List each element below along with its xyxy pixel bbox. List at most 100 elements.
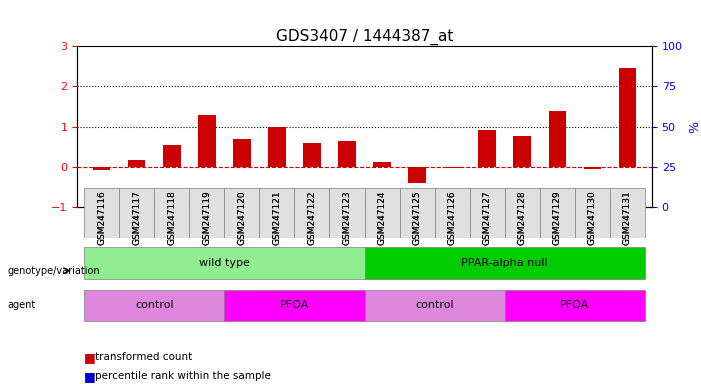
Text: GSM247116: GSM247116 <box>97 191 106 245</box>
Bar <box>268 127 286 167</box>
FancyBboxPatch shape <box>365 290 505 321</box>
Text: control: control <box>135 300 174 310</box>
Bar <box>128 160 146 167</box>
Text: GSM247118: GSM247118 <box>168 191 176 245</box>
FancyBboxPatch shape <box>84 248 365 279</box>
Text: GSM247130: GSM247130 <box>588 191 597 245</box>
Text: percentile rank within the sample: percentile rank within the sample <box>95 371 271 381</box>
FancyBboxPatch shape <box>294 188 329 238</box>
Text: PFOA: PFOA <box>560 300 590 310</box>
FancyBboxPatch shape <box>189 188 224 238</box>
Text: GSM247118: GSM247118 <box>168 191 176 245</box>
Bar <box>409 167 426 183</box>
Text: GSM247131: GSM247131 <box>623 191 632 245</box>
FancyBboxPatch shape <box>329 188 365 238</box>
Text: PFOA: PFOA <box>280 300 309 310</box>
FancyBboxPatch shape <box>224 290 365 321</box>
FancyBboxPatch shape <box>435 188 470 238</box>
Text: GSM247125: GSM247125 <box>413 191 421 245</box>
Point <box>587 204 598 210</box>
Bar <box>93 167 111 170</box>
FancyBboxPatch shape <box>84 188 119 238</box>
Text: GSM247122: GSM247122 <box>308 191 316 245</box>
Text: GSM247123: GSM247123 <box>343 191 351 245</box>
Bar <box>444 167 461 168</box>
Bar <box>584 167 601 169</box>
FancyBboxPatch shape <box>575 188 610 238</box>
Y-axis label: %: % <box>688 121 701 133</box>
Text: GSM247121: GSM247121 <box>273 191 281 245</box>
Text: GSM247128: GSM247128 <box>518 191 526 245</box>
FancyBboxPatch shape <box>84 290 224 321</box>
FancyBboxPatch shape <box>365 188 400 238</box>
Text: control: control <box>415 300 454 310</box>
Point <box>622 201 633 207</box>
FancyBboxPatch shape <box>470 188 505 238</box>
Text: GSM247129: GSM247129 <box>553 191 562 245</box>
Point <box>166 203 177 209</box>
Point <box>376 204 388 210</box>
Point <box>271 202 283 209</box>
Text: GSM247131: GSM247131 <box>623 191 632 245</box>
Text: GSM247124: GSM247124 <box>378 191 386 245</box>
Point <box>341 203 353 209</box>
Bar <box>514 136 531 167</box>
Text: transformed count: transformed count <box>95 352 192 362</box>
Point <box>201 202 212 208</box>
Text: GSM247127: GSM247127 <box>483 191 491 245</box>
Text: GSM247130: GSM247130 <box>588 191 597 245</box>
Point <box>447 204 458 210</box>
FancyBboxPatch shape <box>224 188 259 238</box>
Text: GSM247117: GSM247117 <box>132 191 141 245</box>
Text: GSM247121: GSM247121 <box>273 191 281 245</box>
Text: ■: ■ <box>84 351 96 364</box>
Text: GSM247129: GSM247129 <box>553 191 562 245</box>
Point <box>131 204 142 210</box>
Text: GSM247126: GSM247126 <box>448 191 456 245</box>
FancyBboxPatch shape <box>365 248 645 279</box>
Bar <box>619 68 637 167</box>
FancyBboxPatch shape <box>154 188 189 238</box>
Text: GSM247127: GSM247127 <box>483 191 491 245</box>
Bar <box>374 162 391 167</box>
Text: agent: agent <box>7 300 35 310</box>
Text: GSM247116: GSM247116 <box>97 191 106 245</box>
Bar <box>233 139 251 167</box>
Text: wild type: wild type <box>199 258 250 268</box>
Text: GSM247126: GSM247126 <box>448 191 456 245</box>
Text: GSM247125: GSM247125 <box>413 191 421 245</box>
Bar <box>198 114 216 167</box>
FancyBboxPatch shape <box>259 188 294 238</box>
Bar <box>339 141 356 167</box>
Text: ■: ■ <box>84 370 96 383</box>
Point <box>236 204 247 210</box>
Point <box>482 202 493 209</box>
Point <box>517 203 528 209</box>
Point <box>96 205 107 211</box>
Text: genotype/variation: genotype/variation <box>7 266 100 276</box>
FancyBboxPatch shape <box>119 188 154 238</box>
FancyBboxPatch shape <box>400 188 435 238</box>
FancyBboxPatch shape <box>505 188 540 238</box>
Text: PPAR-alpha null: PPAR-alpha null <box>461 258 548 268</box>
Text: GSM247123: GSM247123 <box>343 191 351 245</box>
Text: GSM247128: GSM247128 <box>518 191 526 245</box>
Point <box>306 203 318 209</box>
Bar <box>303 143 320 167</box>
Text: GSM247122: GSM247122 <box>308 191 316 245</box>
Text: GSM247119: GSM247119 <box>203 191 211 245</box>
Title: GDS3407 / 1444387_at: GDS3407 / 1444387_at <box>275 28 454 45</box>
Text: GSM247120: GSM247120 <box>238 191 246 245</box>
Bar <box>478 130 496 167</box>
FancyBboxPatch shape <box>540 188 575 238</box>
Point <box>552 202 563 208</box>
Point <box>411 205 423 211</box>
Text: GSM247119: GSM247119 <box>203 191 211 245</box>
Bar <box>549 111 566 167</box>
Text: GSM247120: GSM247120 <box>238 191 246 245</box>
Bar <box>163 145 181 167</box>
Text: GSM247117: GSM247117 <box>132 191 141 245</box>
Text: GSM247124: GSM247124 <box>378 191 386 245</box>
FancyBboxPatch shape <box>610 188 645 238</box>
FancyBboxPatch shape <box>505 290 645 321</box>
